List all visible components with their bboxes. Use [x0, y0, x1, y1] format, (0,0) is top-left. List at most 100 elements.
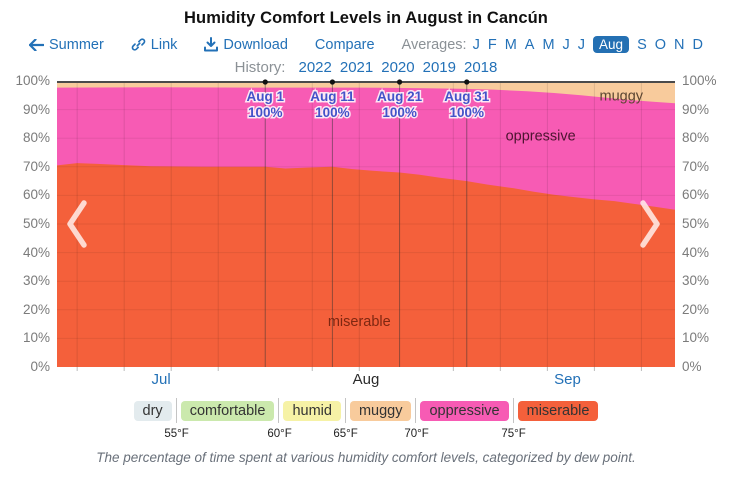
year-button-2021[interactable]: 2021: [339, 59, 374, 76]
history-year-list: 2022 2021 2020 2019 2018: [298, 59, 497, 76]
legend-divider: [278, 398, 280, 423]
y-axis-label: 100%: [682, 73, 717, 88]
month-button-2[interactable]: M: [504, 36, 517, 53]
month-button-6[interactable]: J: [577, 36, 586, 53]
summer-link[interactable]: Summer: [29, 37, 104, 53]
link-button-label: Link: [150, 36, 178, 53]
y-axis-label: 10%: [682, 330, 710, 346]
y-axis-label: 50%: [22, 216, 50, 231]
axis-month-jul[interactable]: Jul: [151, 371, 171, 388]
compare-button[interactable]: Compare: [315, 37, 375, 53]
date-annotation: Aug 21 100%: [377, 89, 423, 120]
y-axis-label: 80%: [682, 130, 710, 146]
legend: dry comfortable humid muggy oppressive misera…: [0, 398, 732, 440]
legend-temp-65f: 65°F: [333, 428, 358, 440]
legend-scale: dry comfortable humid muggy oppressive misera…: [133, 398, 599, 440]
prev-chevron-button[interactable]: [63, 198, 91, 250]
date-annotation: Aug 31 100%: [444, 89, 490, 120]
legend-chip-comfortable: comfortable: [180, 400, 275, 421]
download-button[interactable]: Download: [204, 37, 288, 53]
date-annotation: Aug 11 100%: [310, 89, 355, 120]
month-button-8[interactable]: S: [637, 36, 647, 53]
legend-temp-75f: 75°F: [501, 428, 526, 440]
download-icon: [204, 37, 219, 52]
averages-group: Averages: J F M A M J J Aug S O N D: [402, 36, 703, 53]
year-button-2022[interactable]: 2022: [298, 59, 332, 76]
data-point-dot: [464, 79, 470, 85]
area-miserable: [57, 163, 675, 367]
year-button-2020[interactable]: 2020: [381, 59, 415, 76]
link-icon: [131, 38, 146, 51]
area-label-miserable: miserable: [328, 314, 391, 330]
summer-link-label: Summer: [49, 36, 104, 53]
link-button[interactable]: Link: [131, 36, 178, 53]
month-button-9[interactable]: O: [654, 36, 667, 53]
month-button-1[interactable]: F: [487, 36, 497, 53]
toolbar: Summer Link Download Compare: [0, 36, 732, 53]
y-axis-label: 90%: [22, 101, 50, 117]
axis-month-sep[interactable]: Sep: [554, 371, 581, 388]
month-button-0[interactable]: J: [472, 36, 480, 53]
averages-label: Averages:: [401, 36, 467, 53]
legend-chip-dry: dry: [133, 400, 172, 421]
y-axis-label: 80%: [22, 130, 50, 146]
axis-month-aug: Aug: [352, 371, 380, 388]
history-label: History:: [234, 59, 286, 76]
chart-svg: muggy oppressive miserable Aug 1 100% Aug 11 1…: [57, 79, 675, 371]
y-axis-label: 70%: [682, 158, 710, 174]
month-button-3[interactable]: A: [524, 36, 535, 53]
year-button-2018[interactable]: 2018: [463, 59, 498, 76]
y-axis-label: 0%: [30, 359, 50, 374]
y-axis-label: 60%: [682, 187, 710, 203]
y-axis-label: 60%: [22, 187, 50, 203]
y-axis-label: 70%: [22, 158, 50, 174]
legend-chip-humid: humid: [283, 400, 341, 421]
legend-divider: [512, 398, 514, 423]
y-axis-label: 40%: [682, 244, 710, 260]
back-arrow-icon: [29, 38, 44, 51]
chevron-left-icon: [67, 200, 87, 248]
download-button-label: Download: [223, 36, 288, 53]
next-chevron-button[interactable]: [636, 198, 664, 250]
area-label-muggy: muggy: [599, 88, 643, 104]
month-button-5[interactable]: J: [562, 36, 570, 53]
month-button-7[interactable]: Aug: [593, 36, 630, 53]
legend-temp-55f: 55°F: [164, 428, 189, 440]
averages-month-list: J F M A M J J Aug S O N D: [473, 36, 703, 53]
chart-caption: The percentage of time spent at various …: [96, 450, 636, 465]
month-button-11[interactable]: D: [692, 36, 703, 53]
y-axis-label: 30%: [682, 273, 710, 289]
compare-button-label: Compare: [314, 36, 375, 53]
y-axis-right: 100% 90% 80% 70% 60% 50% 40% 30% 20% 10% 0%: [675, 73, 732, 374]
data-point-dot: [396, 79, 403, 85]
date-annotation: Aug 1 100%: [246, 89, 284, 120]
y-axis-label: 30%: [22, 273, 50, 289]
y-axis-label: 10%: [22, 330, 50, 346]
chart-area: 100% 90% 80% 70% 60% 50% 40% 30% 20% 10% 0% muggy o…: [0, 73, 732, 374]
area-label-oppressive: oppressive: [506, 128, 576, 144]
chevron-right-icon: [640, 200, 660, 248]
data-point-dot: [262, 79, 268, 85]
y-axis-label: 90%: [682, 101, 710, 117]
page-title: Humidity Comfort Levels in August in Can…: [184, 9, 548, 27]
humidity-report: Humidity Comfort Levels in August in Can…: [0, 9, 732, 465]
legend-divider: [175, 398, 177, 423]
legend-temp-70f: 70°F: [404, 428, 429, 440]
y-axis-label: 0%: [682, 359, 702, 374]
year-button-2019[interactable]: 2019: [422, 59, 456, 76]
history-row: History: 2022 2021 2020 2019 2018: [0, 59, 732, 76]
month-button-10[interactable]: N: [674, 36, 685, 53]
legend-chip-oppressive: oppressive: [420, 400, 509, 421]
y-axis-label: 20%: [22, 301, 50, 317]
month-button-4[interactable]: M: [542, 36, 555, 53]
legend-temp-60f: 60°F: [267, 428, 292, 440]
plot-region: muggy oppressive miserable Aug 1 100% Aug 11 1…: [57, 79, 675, 371]
legend-divider: [415, 398, 417, 423]
x-axis-months: Jul Aug Sep: [57, 369, 675, 391]
y-axis-label: 50%: [682, 216, 710, 231]
data-point-dot: [329, 79, 336, 85]
y-axis-left: 100% 90% 80% 70% 60% 50% 40% 30% 20% 10% 0%: [0, 73, 57, 374]
y-axis-label: 40%: [22, 244, 50, 260]
legend-chip-miserable: miserable: [517, 400, 599, 421]
legend-chip-muggy: muggy: [349, 400, 412, 421]
